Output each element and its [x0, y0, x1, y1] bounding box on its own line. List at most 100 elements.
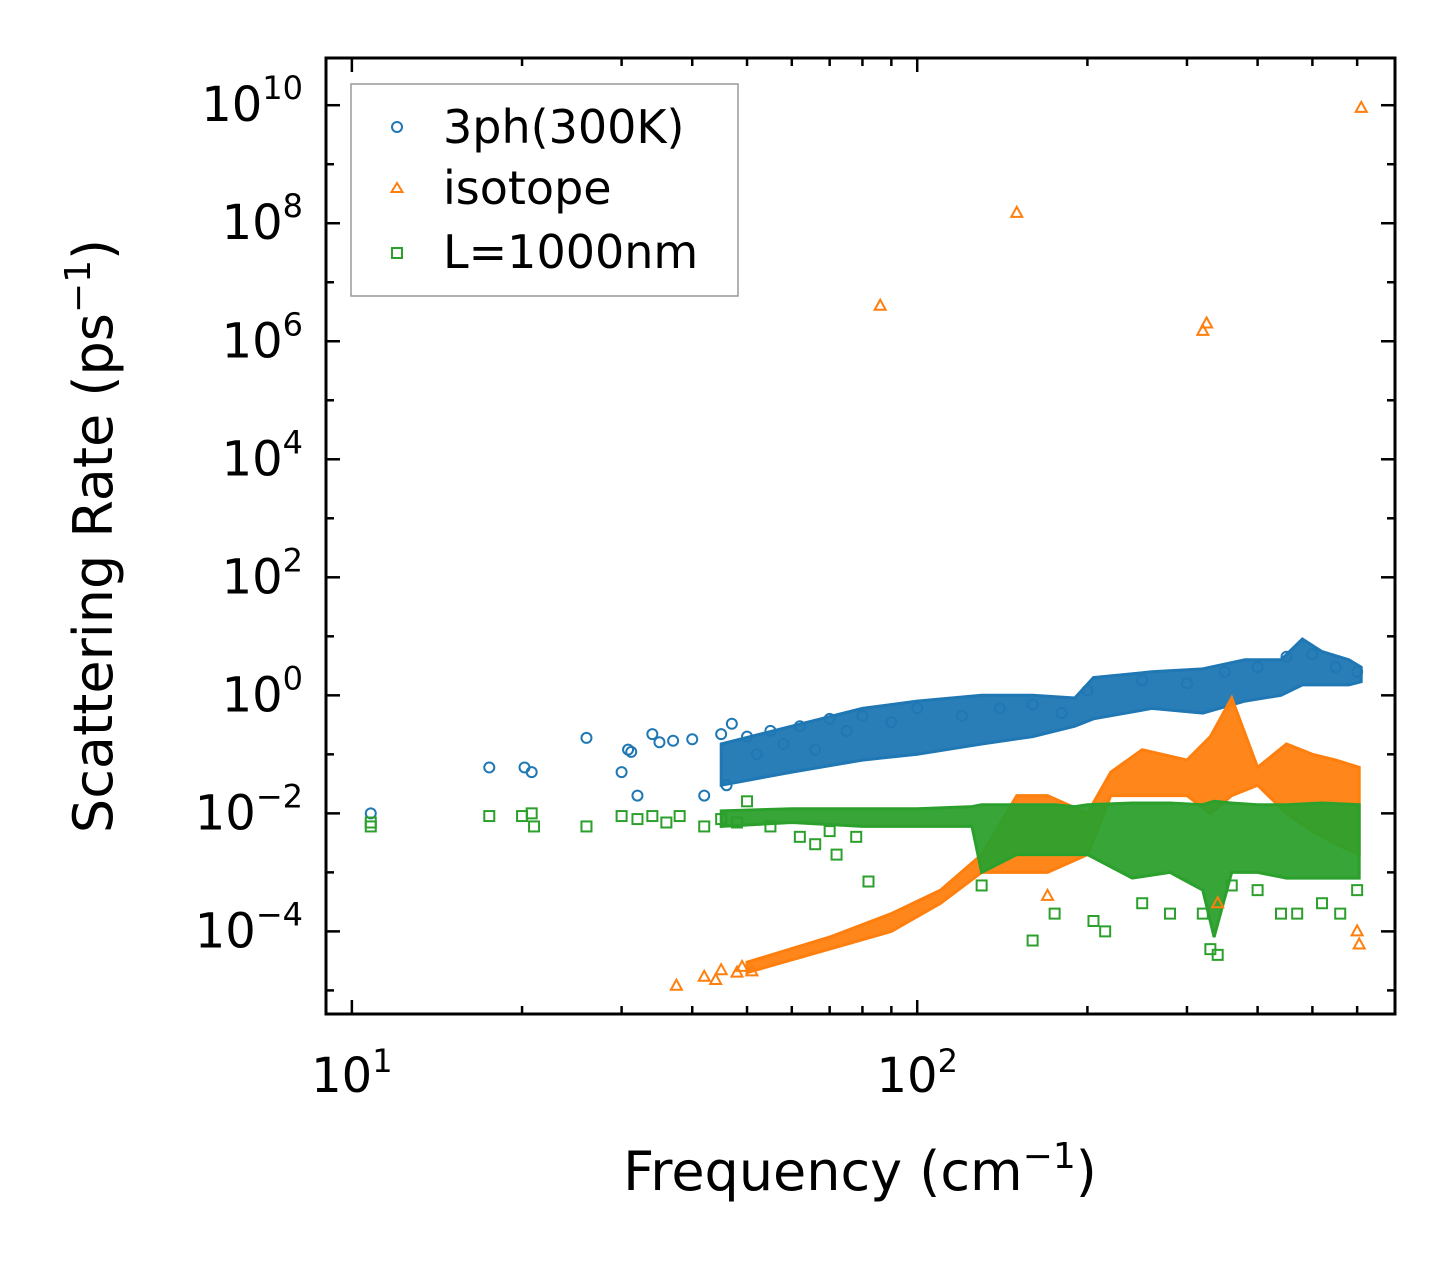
point-isotope-13: [1349, 923, 1365, 937]
point-l-1000nm-6: [580, 820, 593, 833]
point-3ph-300k-30: [1026, 698, 1039, 711]
point-isotope-14: [1351, 936, 1367, 950]
point-isotope-12: [1040, 887, 1055, 901]
series-bands: [719, 637, 1363, 975]
legend-label-3ph: 3ph(300K): [443, 100, 684, 154]
y-tick-label-7: 10−4: [195, 895, 303, 959]
point-l-1000nm-17: [793, 830, 806, 843]
point-3ph-300k-17: [741, 730, 754, 743]
point-3ph-300k-8: [631, 789, 644, 802]
point-l-1000nm-25: [1048, 907, 1061, 920]
axis-tick-labels: 101 102 1010 108 106 104 102 100 10−2 10−4: [195, 69, 958, 1104]
point-3ph-300k-25: [856, 709, 869, 722]
band-l-1000nm: [719, 799, 1361, 938]
point-3ph-300k-5: [615, 766, 628, 779]
point-3ph-300k-33: [1136, 674, 1149, 687]
point-l-1000nm-19: [823, 825, 836, 838]
legend-box: [350, 83, 739, 297]
x-tick-label-1: 102: [877, 1042, 958, 1104]
point-isotope-6: [744, 963, 760, 977]
point-3ph-300k-16: [725, 717, 738, 730]
plot-frame: [324, 56, 1397, 1016]
y-tick-label-3: 104: [222, 423, 303, 487]
point-l-1000nm-32: [1211, 948, 1224, 961]
point-l-1000nm-7: [615, 810, 628, 823]
legend-marker-isotope: [389, 181, 405, 193]
point-3ph-300k-38: [1306, 648, 1319, 661]
point-3ph-300k-21: [793, 720, 806, 733]
point-3ph-300k-10: [653, 736, 666, 749]
y-tick-label-4: 102: [222, 541, 303, 605]
legend-label-isotope: isotope: [443, 161, 612, 215]
y-tick-label-6: 10−2: [195, 777, 303, 841]
point-3ph-300k-13: [698, 789, 711, 802]
point-3ph-300k-4: [580, 731, 593, 744]
point-l-1000nm-18: [809, 838, 822, 851]
point-isotope-10: [1195, 322, 1211, 336]
point-3ph-300k-15: [720, 779, 733, 792]
point-3ph-300k-12: [686, 733, 699, 746]
point-3ph-300k-29: [993, 702, 1006, 715]
point-3ph-300k-27: [911, 702, 924, 715]
point-isotope-0: [669, 977, 684, 991]
point-3ph-300k-1: [483, 761, 496, 774]
series-markers: [364, 99, 1369, 991]
point-l-1000nm-20: [830, 848, 843, 861]
point-l-1000nm-8: [631, 813, 644, 826]
point-l-1000nm-37: [1316, 897, 1329, 910]
y-tick-label-0: 1010: [201, 69, 303, 133]
point-l-1000nm-38: [1334, 907, 1347, 920]
point-l-1000nm-26: [1087, 914, 1100, 927]
point-3ph-300k-9: [646, 728, 659, 741]
point-3ph-300k-14: [715, 728, 728, 741]
point-3ph-300k-11: [667, 734, 680, 747]
point-l-1000nm-2: [483, 810, 496, 823]
point-l-1000nm-9: [646, 810, 659, 823]
point-isotope-9: [1199, 315, 1214, 329]
y-tick-label-1: 108: [222, 187, 303, 251]
point-3ph-300k-3: [525, 766, 538, 779]
point-l-1000nm-13: [715, 813, 728, 826]
point-3ph-300k-20: [777, 737, 790, 750]
point-l-1000nm-5: [528, 820, 541, 833]
legend: 3ph(300K) isotope L=1000nm: [350, 83, 739, 297]
point-3ph-300k-24: [840, 724, 853, 737]
point-3ph-300k-31: [1055, 707, 1068, 720]
point-l-1000nm-33: [1225, 879, 1238, 892]
point-3ph-300k-39: [1329, 661, 1342, 674]
point-l-1000nm-1: [364, 816, 377, 829]
point-isotope-2: [708, 971, 723, 986]
point-l-1000nm-16: [764, 820, 777, 833]
point-3ph-300k-18: [750, 748, 763, 761]
point-3ph-300k-19: [764, 724, 777, 737]
axis-ticks: [324, 58, 1397, 1014]
x-axis-label: Frequency (cm−1): [623, 1136, 1097, 1203]
legend-marker-L1000nm: [391, 247, 403, 259]
point-l-1000nm-4: [525, 807, 538, 820]
point-l-1000nm-12: [698, 820, 711, 833]
y-tick-label-5: 100: [222, 659, 303, 723]
point-l-1000nm-36: [1291, 907, 1304, 920]
point-3ph-300k-36: [1251, 661, 1264, 674]
point-l-1000nm-23: [975, 879, 988, 892]
point-3ph-300k-28: [955, 709, 968, 722]
point-l-1000nm-29: [1164, 907, 1177, 920]
point-3ph-300k-22: [809, 743, 822, 756]
point-3ph-300k-35: [1218, 665, 1231, 678]
point-isotope-3: [713, 962, 729, 976]
point-l-1000nm-39: [1351, 884, 1364, 897]
point-3ph-300k-32: [1081, 684, 1094, 697]
point-l-1000nm-10: [660, 816, 673, 829]
point-isotope-1: [697, 968, 712, 982]
point-l-1000nm-22: [862, 875, 875, 888]
y-axis-label: Scattering Rate (ps−1): [58, 239, 125, 833]
point-l-1000nm-11: [673, 810, 686, 823]
point-isotope-8: [1009, 204, 1024, 218]
point-l-1000nm-21: [850, 830, 863, 843]
point-isotope-5: [734, 958, 750, 972]
point-3ph-300k-37: [1280, 650, 1293, 663]
point-3ph-300k-7: [625, 745, 638, 758]
x-tick-label-0: 101: [311, 1042, 392, 1104]
point-3ph-300k-26: [885, 716, 898, 729]
